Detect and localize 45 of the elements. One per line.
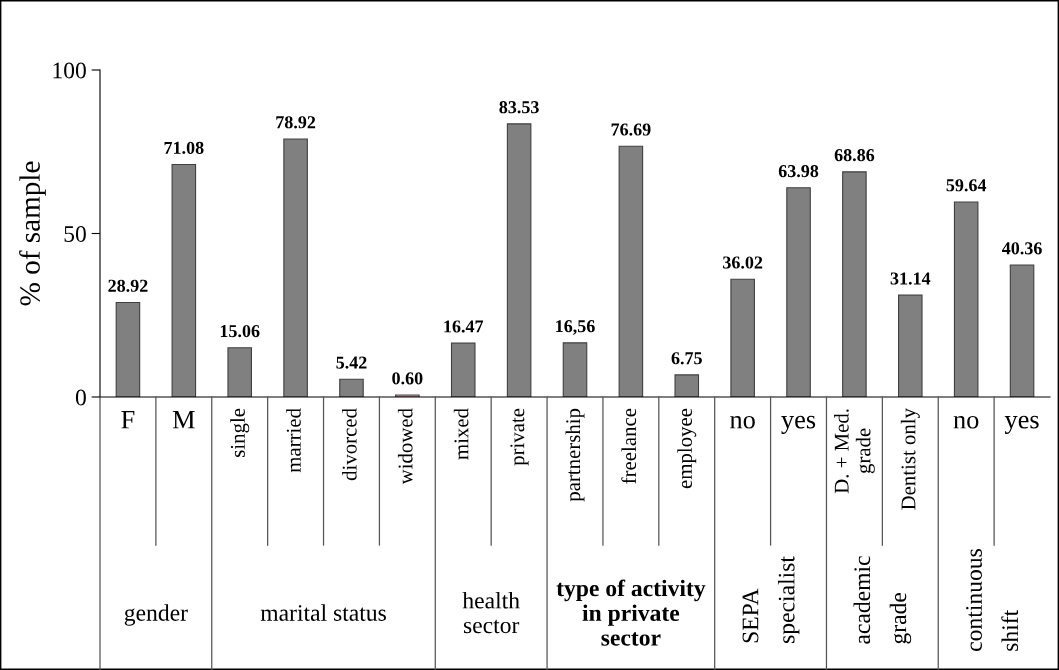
data-label: 59.64 xyxy=(946,179,987,192)
text: SEPA specialist xyxy=(742,556,800,643)
x-tick-label: private xyxy=(510,408,529,466)
data-label: 78.92 xyxy=(276,116,316,129)
data-label: 15.06 xyxy=(220,324,260,338)
data-label: 6.75 xyxy=(671,352,702,365)
x-tick-label: yes xyxy=(781,415,816,434)
data-label: 5.42 xyxy=(336,356,367,369)
data-label: 68.86 xyxy=(834,149,875,162)
x-tick-label: partnership xyxy=(565,408,585,502)
y-tick-label: 0 xyxy=(75,389,86,406)
x-tick-label: D. + Med. grade xyxy=(834,409,875,494)
x-tick-label: single xyxy=(230,408,250,457)
text: type of activity in private sector xyxy=(556,579,706,646)
data-label: 36.02 xyxy=(723,256,763,269)
text: gender xyxy=(124,604,188,626)
x-tick-label: employee xyxy=(677,408,697,489)
x-tick-label: freelance xyxy=(621,408,637,484)
y-tick-label: 50 xyxy=(64,225,86,242)
text: marital status xyxy=(260,604,386,621)
x-tick-label: mixed xyxy=(453,408,469,460)
x-tick-label: Dentist only xyxy=(900,408,920,510)
data-label: 83.53 xyxy=(499,101,539,114)
x-tick-label: no xyxy=(730,415,755,429)
text: health sector xyxy=(462,591,520,634)
data-label: 40.36 xyxy=(1001,242,1042,255)
data-label: 31.14 xyxy=(890,272,931,285)
y-tick-label: 100 xyxy=(53,62,86,79)
data-label: 16,56 xyxy=(556,320,595,335)
x-tick-label: widowed xyxy=(397,408,413,485)
x-tick-label: no xyxy=(953,415,979,429)
x-tick-label: married xyxy=(286,408,301,473)
data-label: 0.60 xyxy=(392,372,423,385)
y-axis-title: % of sample xyxy=(19,161,46,306)
data-label: 63.98 xyxy=(778,164,819,178)
text: academic grade xyxy=(853,556,912,644)
data-label: 28.92 xyxy=(108,279,148,292)
text: continuous shift xyxy=(966,549,1019,651)
x-tick-label: F xyxy=(121,411,135,429)
data-label: 71.08 xyxy=(164,141,204,155)
x-tick-label: M xyxy=(172,411,195,429)
x-tick-label: divorced xyxy=(342,408,357,481)
data-label: 76.69 xyxy=(611,123,651,136)
data-label: 16.47 xyxy=(444,320,484,333)
x-tick-label: yes xyxy=(1004,415,1039,434)
